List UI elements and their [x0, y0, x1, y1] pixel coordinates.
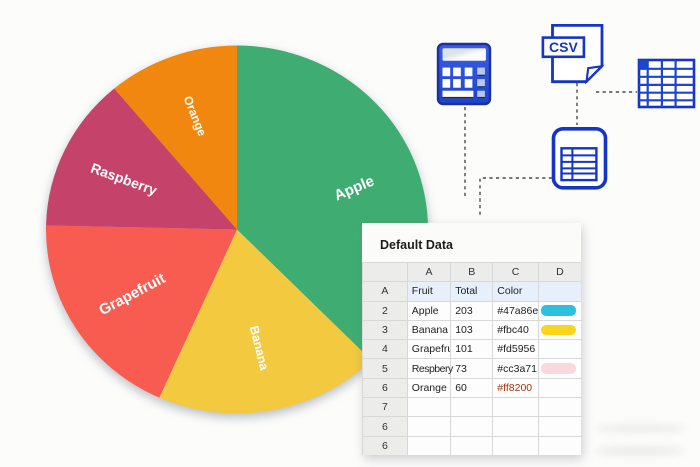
svg-text:CSV: CSV — [549, 39, 578, 55]
